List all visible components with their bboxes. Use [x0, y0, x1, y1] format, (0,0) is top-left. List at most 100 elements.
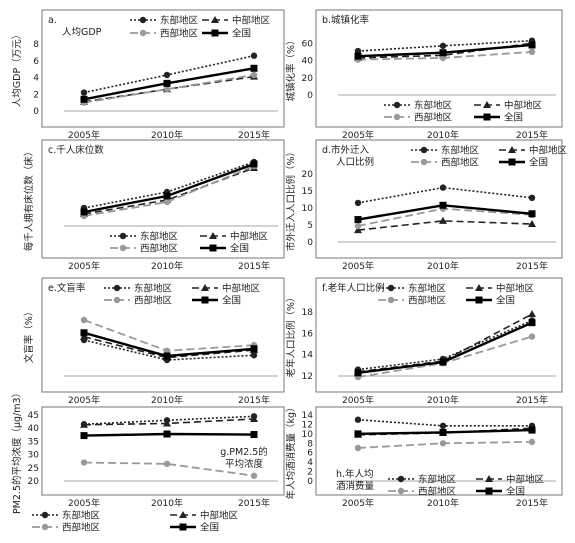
data-point-marker [80, 89, 88, 96]
panel-title: f.老年人口比例 [322, 282, 385, 294]
data-point-marker [439, 428, 447, 436]
data-point-marker [354, 199, 362, 207]
y-tick-label: 0 [307, 477, 313, 487]
legend-label: 东部地区 [62, 510, 101, 522]
panel-title: c.千人床位数 [48, 144, 104, 156]
x-tick-label: 2010年 [427, 497, 459, 509]
legend-label: 西部地区 [441, 157, 480, 169]
data-point-marker [163, 419, 171, 427]
data-point-marker [393, 113, 401, 121]
data-point-marker [439, 49, 447, 57]
data-point-marker [528, 41, 536, 49]
legend-label: 中部地区 [496, 283, 535, 295]
legend-label: 东部地区 [134, 283, 173, 295]
x-tick-label: 2015年 [238, 260, 270, 272]
data-point-marker [250, 472, 258, 479]
x-tick-label: 2015年 [516, 394, 548, 406]
x-tick-label: 2005年 [342, 260, 374, 272]
legend-label: 西部地区 [140, 243, 179, 255]
panel-title: b.城镇化率 [322, 14, 370, 26]
x-tick-label: 2010年 [427, 260, 459, 272]
x-tick-label: 2010年 [151, 260, 183, 272]
y-axis-label: PM2.5的平均浓度（μg/m3） [11, 388, 23, 514]
data-point-marker [354, 369, 362, 377]
series-line [83, 336, 255, 359]
data-point-marker [163, 430, 171, 438]
data-point-marker [41, 511, 49, 519]
data-point-marker [80, 420, 88, 428]
legend-label: 西部地区 [408, 295, 447, 307]
data-point-marker [211, 16, 219, 23]
data-point-marker [354, 47, 362, 55]
y-axis-label: 年人均酒消费量（kg） [285, 402, 297, 499]
y-tick-label: 4 [33, 74, 39, 84]
legend-label: 西部地区 [62, 522, 101, 534]
data-point-marker [113, 296, 121, 304]
x-tick-label: 2005年 [68, 394, 100, 406]
data-point-marker [163, 79, 171, 87]
series-line [357, 220, 533, 231]
x-tick-label: 2010年 [427, 129, 459, 141]
legend-label: 东部地区 [441, 145, 480, 157]
data-point-marker [354, 416, 362, 423]
y-axis-label: 文盲率（%） [23, 307, 35, 364]
data-point-marker [387, 284, 395, 292]
y-tick-label: 2 [307, 468, 313, 478]
legend-label: 西部地区 [414, 112, 453, 124]
x-tick-label: 2005年 [68, 260, 100, 272]
data-point-marker [483, 113, 491, 121]
x-tick-label: 2015年 [516, 129, 548, 141]
legend-label: 中部地区 [504, 100, 543, 112]
data-point-marker [528, 219, 536, 227]
data-point-marker [163, 86, 171, 93]
data-point-marker [250, 52, 258, 59]
data-point-marker [250, 64, 258, 72]
y-axis-label: 市外迁入人口比例（%） [285, 147, 297, 251]
y-axis-label: 每千人拥有床位数（床） [23, 147, 35, 252]
data-point-marker [211, 29, 219, 37]
y-tick-label: 30 [28, 451, 40, 461]
data-point-marker [528, 426, 536, 434]
y-tick-label: 6 [307, 449, 313, 459]
data-point-marker [397, 487, 405, 495]
legend-label: 全国 [506, 486, 525, 498]
y-tick-label: 12 [302, 420, 313, 430]
data-point-marker [439, 184, 447, 191]
legend-label: 中部地区 [200, 510, 239, 522]
x-tick-label: 2010年 [151, 497, 183, 509]
legend-label: 西部地区 [418, 486, 457, 498]
legend-label: 中部地区 [529, 145, 568, 157]
panel-frame [315, 139, 563, 259]
y-tick-label: 40 [28, 424, 40, 434]
data-point-marker [139, 16, 147, 24]
y-tick-label: 6 [33, 57, 39, 67]
legend-label: 东部地区 [160, 15, 199, 27]
legend-label: 东部地区 [414, 100, 453, 112]
y-tick-label: 0 [33, 107, 39, 117]
data-point-marker [250, 352, 258, 359]
y-tick-label: 16 [302, 329, 314, 339]
x-tick-label: 2010年 [151, 129, 183, 141]
data-point-marker [397, 475, 405, 483]
data-point-marker [80, 459, 88, 466]
series-line [83, 461, 255, 477]
panel-title: e.文盲率 [48, 282, 86, 294]
data-point-marker [485, 475, 493, 482]
series-line [83, 415, 255, 426]
data-point-marker [163, 192, 171, 200]
data-point-marker [508, 146, 516, 153]
data-point-marker [439, 54, 447, 62]
legend-label: 全国 [232, 28, 251, 40]
legend-label: 全国 [222, 295, 241, 307]
legend-label: 中部地区 [230, 231, 269, 243]
data-point-marker [354, 216, 362, 224]
data-point-marker [439, 422, 447, 430]
data-point-marker [354, 226, 362, 234]
data-point-marker [528, 319, 536, 327]
legend-label: 东部地区 [418, 474, 457, 486]
y-tick-label: 4 [307, 458, 313, 468]
y-tick-label: 10 [302, 430, 314, 440]
legend-label: 全国 [504, 112, 523, 124]
data-point-marker [139, 29, 147, 37]
